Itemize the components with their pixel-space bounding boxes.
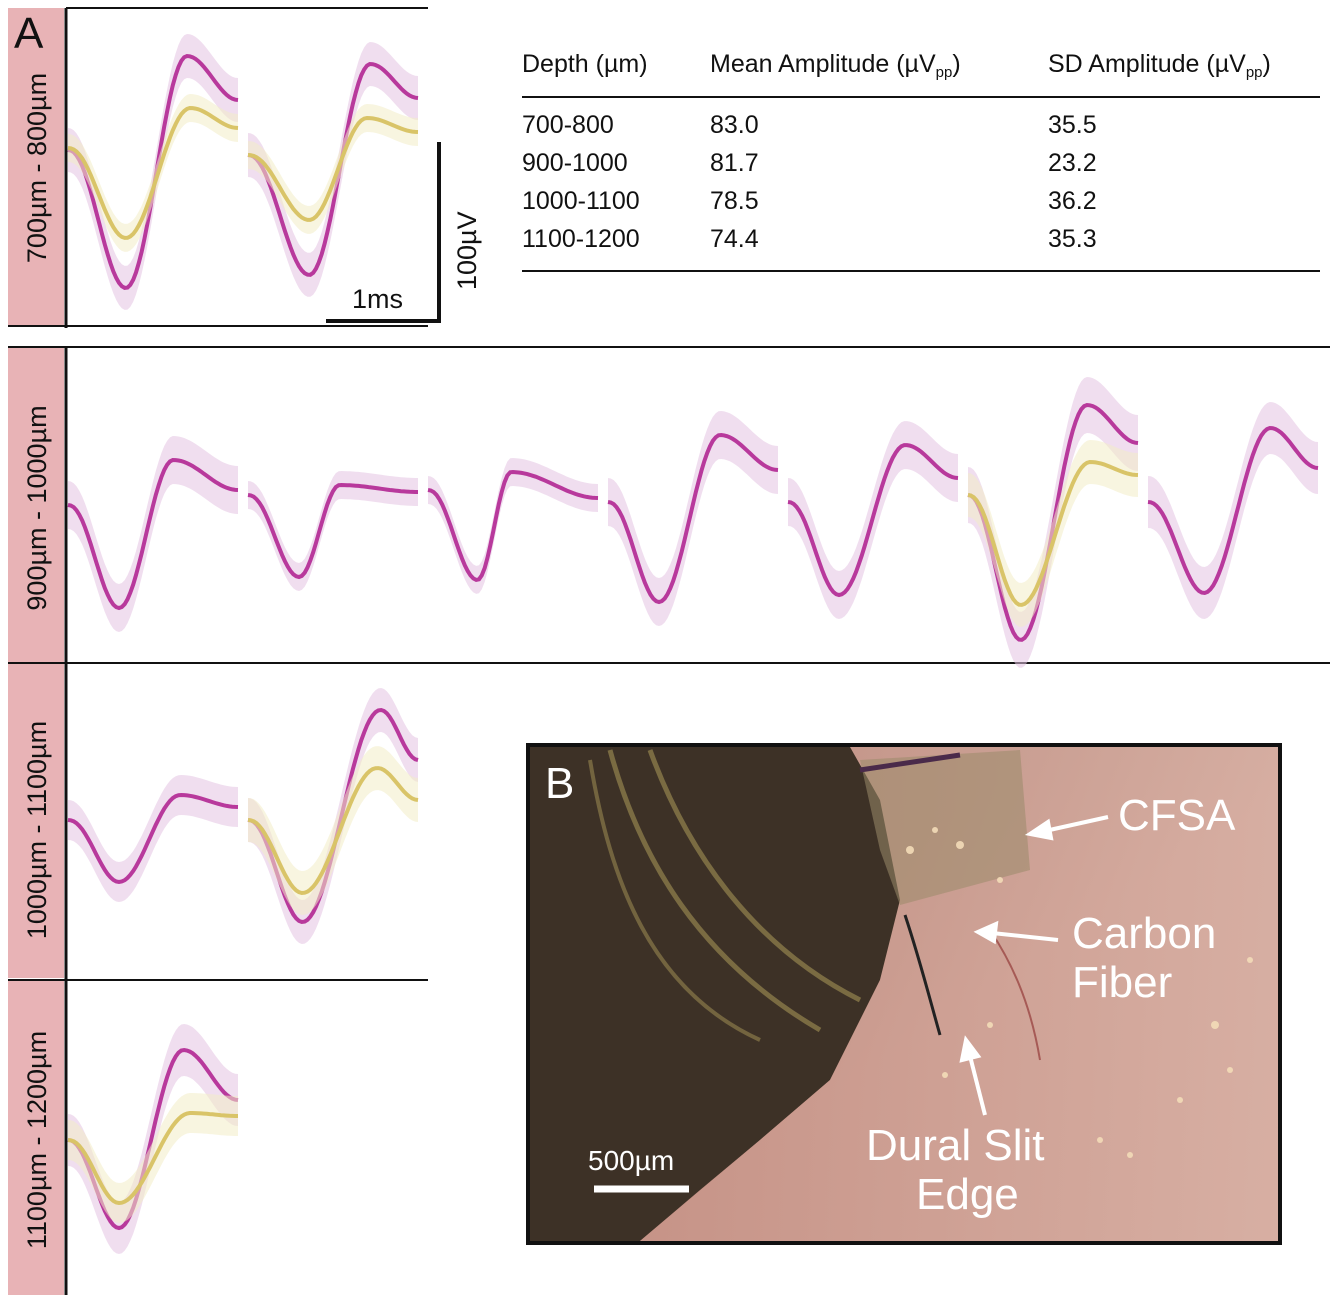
row-label-backgrounds: [8, 8, 64, 1295]
row-label-1100-1200: 1100µm - 1200µm: [22, 1031, 52, 1249]
waveform-mean-trace-7: [607, 432, 779, 605]
waveform-sd-band-12: [68, 775, 238, 902]
table-cell: 36.2: [1048, 187, 1097, 215]
waveform-mean-trace-4: [67, 457, 239, 611]
waveform-mean-trace-5: [247, 482, 418, 580]
waveform-sd-band-13: [248, 688, 418, 944]
table-cell: 35.3: [1048, 225, 1097, 253]
waveform-sd-band-6: [428, 458, 598, 594]
label-carbon: Carbon: [1072, 909, 1216, 958]
photo-scale-label: 500µm: [588, 1145, 674, 1176]
waveform-mean-trace-12: [67, 792, 239, 885]
waveform-sd-band-7: [608, 411, 778, 626]
waveform-mean-trace-8: [787, 443, 959, 598]
waveform-sd-band-4: [68, 436, 238, 632]
row-label-1000-1100: 1000µm - 1100µm: [22, 721, 52, 939]
waveform-sd-band-14: [248, 746, 418, 915]
arrow-cfsa: [1024, 815, 1109, 841]
waveform-sd-band-5: [248, 471, 418, 591]
photo-panel: B 500µm CFSA Carbon Fiber Dural Slit Edg…: [526, 743, 1282, 1245]
table-cell: 700-800: [522, 111, 614, 139]
table-cell: 35.5: [1048, 111, 1097, 139]
table-cell: 1000-1100: [522, 187, 640, 215]
waveform-sd-band-1: [68, 94, 238, 252]
table-cell: 81.7: [710, 149, 759, 177]
waveform-mean-trace-3: [247, 115, 419, 222]
panel-b-label: B: [545, 759, 574, 808]
label-edge: Edge: [916, 1170, 1019, 1219]
waveform-mean-trace-14: [247, 766, 419, 896]
table-cell: 23.2: [1048, 149, 1097, 177]
table-cell: 74.4: [710, 225, 759, 253]
table-rules: [522, 96, 1320, 272]
scale-bar: 1ms 100µV: [326, 142, 482, 323]
waveform-sd-band-2: [248, 42, 418, 297]
waveform-mean-trace-6: [427, 469, 599, 583]
label-cfsa: CFSA: [1118, 791, 1236, 840]
waveform-mean-trace-10: [967, 459, 1139, 607]
waveform-mean-trace-1: [67, 105, 239, 240]
waveform-sd-band-10: [968, 440, 1138, 627]
waveform-sd-band-11: [1148, 402, 1318, 619]
label-fiber: Fiber: [1072, 958, 1172, 1007]
row-label-700-800: 700µm - 800µm: [22, 73, 52, 263]
row-label-900-1000: 900µm - 1000µm: [22, 405, 52, 610]
panel-a-label: A: [14, 9, 44, 58]
waveform-mean-trace-11: [1147, 425, 1319, 596]
row-separators: [8, 7, 1330, 981]
scale-bar-time-label: 1ms: [352, 284, 403, 314]
table-header-depth: Depth (µm): [522, 50, 648, 78]
table-cell: 78.5: [710, 187, 759, 215]
table-cell: 83.0: [710, 111, 759, 139]
waveform-sd-band-0: [68, 34, 238, 310]
table-cell: 900-1000: [522, 149, 628, 177]
waveform-mean-trace-2: [247, 61, 419, 277]
label-dural-slit: Dural Slit: [866, 1121, 1045, 1170]
scale-bar-voltage-label: 100µV: [452, 211, 482, 290]
table-header-sd: SD Amplitude (µVpp): [1048, 50, 1271, 81]
arrow-carbon-fiber: [973, 920, 1059, 945]
table-header-mean: Mean Amplitude (µVpp): [710, 50, 961, 81]
table-cell: 1100-1200: [522, 225, 640, 253]
arrow-dural-slit: [959, 1035, 987, 1116]
waveform-traces: [67, 34, 1319, 1254]
waveform-mean-trace-16: [67, 1111, 238, 1206]
